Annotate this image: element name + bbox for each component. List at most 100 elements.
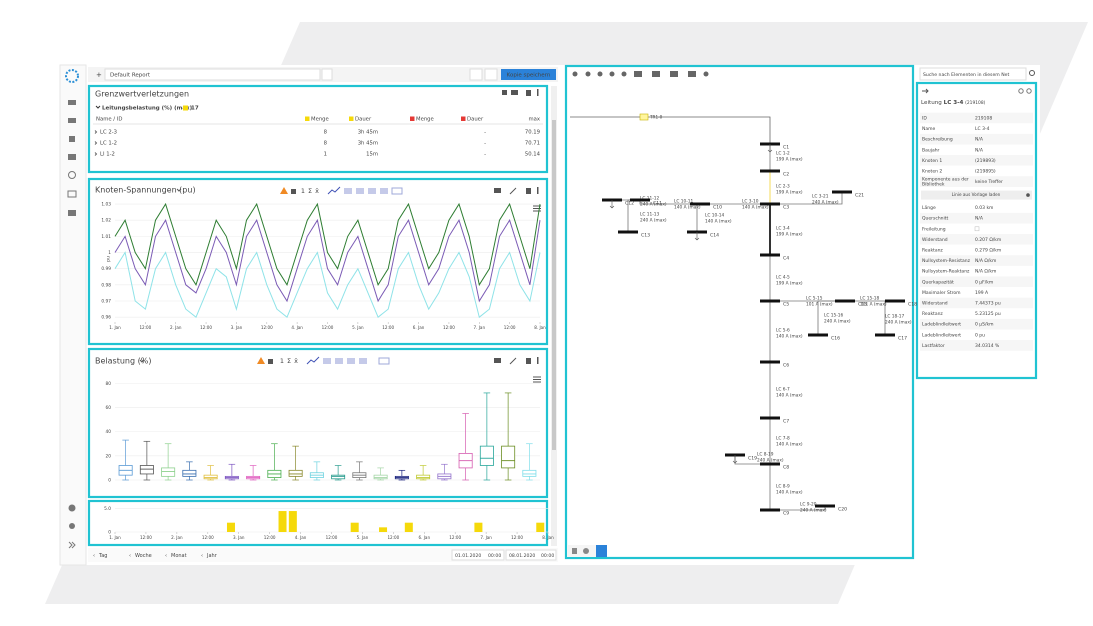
icon-warning[interactable] <box>257 357 265 364</box>
y-tick-label: 0 <box>108 530 111 536</box>
line-rating: 140 A (max) <box>776 490 803 496</box>
icon-table[interactable] <box>378 357 390 365</box>
icon-mountain[interactable] <box>335 358 343 364</box>
icon-monitor[interactable] <box>67 190 77 198</box>
tool[interactable] <box>688 71 696 77</box>
icon-cloud[interactable] <box>494 358 501 363</box>
chart-menu[interactable] <box>533 376 541 383</box>
icon-calc[interactable] <box>68 154 76 160</box>
icon-help[interactable] <box>68 504 76 512</box>
icon-network[interactable] <box>68 118 76 123</box>
network-toolbar[interactable] <box>572 71 709 77</box>
icon-table[interactable] <box>391 187 403 195</box>
icon-line[interactable] <box>306 356 320 365</box>
x-tick-label: 4. Jan <box>295 535 307 540</box>
line-rating: 140 A (max) <box>705 219 732 225</box>
icon-more[interactable] <box>537 89 539 96</box>
icon-expand[interactable] <box>509 187 517 195</box>
x-tick-label: 4. Jan <box>291 325 303 330</box>
icon-mountain[interactable] <box>356 188 364 194</box>
button-label: Linie aus Vorlage laden <box>952 192 1001 197</box>
title-caret <box>176 188 182 192</box>
date: 01.01.2020 <box>455 553 481 559</box>
line-rating: 199 A (max) <box>776 157 803 163</box>
node-label: C3 <box>783 205 789 211</box>
tab-map[interactable] <box>583 548 589 554</box>
icon-expand[interactable] <box>68 541 76 549</box>
row-bg <box>920 287 1033 298</box>
icon-warning[interactable] <box>280 187 288 194</box>
event-bar <box>379 527 388 532</box>
icon-folder[interactable] <box>68 100 76 105</box>
search-placeholder: Suche nach Elementen in diesem Net <box>923 72 1009 78</box>
tool[interactable] <box>652 71 660 77</box>
search-icon[interactable] <box>1029 70 1035 76</box>
icon-bars[interactable] <box>347 358 355 364</box>
icon-area[interactable] <box>323 358 331 364</box>
x-tick-label: 12:00 <box>504 325 516 330</box>
window <box>60 65 1040 565</box>
icon-tools[interactable] <box>69 136 75 142</box>
checkbox[interactable] <box>974 226 980 232</box>
template-button[interactable] <box>921 190 1032 200</box>
from-input[interactable] <box>451 549 505 561</box>
icon-trash[interactable] <box>526 358 531 364</box>
property-label: Reaktanz <box>922 248 943 254</box>
icon-bars[interactable] <box>368 188 376 194</box>
icon-step[interactable] <box>380 188 388 194</box>
tool[interactable] <box>609 71 615 77</box>
y-tick-label: 20 <box>106 453 112 459</box>
y-axis-label: pu <box>107 256 112 262</box>
node-label: C10 <box>713 205 722 211</box>
search-box[interactable] <box>919 67 1027 81</box>
icon-trash[interactable] <box>526 188 531 194</box>
save-button[interactable] <box>501 69 556 80</box>
scroll-thumb[interactable] <box>552 120 556 450</box>
tool[interactable] <box>703 71 709 77</box>
tool[interactable] <box>572 71 578 77</box>
tool[interactable] <box>670 71 678 77</box>
icon-more[interactable] <box>537 357 539 364</box>
icon-more[interactable] <box>537 187 539 194</box>
tool[interactable] <box>585 71 591 77</box>
icon-step[interactable] <box>359 358 367 364</box>
compare-button[interactable] <box>469 68 483 81</box>
icon-expand[interactable] <box>509 357 517 365</box>
tool[interactable] <box>597 71 603 77</box>
line-label: LC 3-21 <box>812 194 829 200</box>
icon-area[interactable] <box>344 188 352 194</box>
line-rating: 101 A (max) <box>806 302 833 308</box>
time: 00:00 <box>541 553 554 559</box>
tool[interactable] <box>634 71 642 77</box>
row-chevron <box>94 130 98 134</box>
icon-cloud[interactable] <box>494 188 501 193</box>
panel-icons[interactable] <box>257 89 541 383</box>
icon-clock[interactable] <box>68 171 76 179</box>
icon-line[interactable] <box>327 186 341 195</box>
icon-trash[interactable] <box>526 90 531 96</box>
sidebar-icons[interactable] <box>67 100 77 549</box>
row-bg <box>920 123 1033 134</box>
x-tick-label: 12:00 <box>202 535 214 540</box>
icon-lock[interactable] <box>291 189 296 194</box>
step-prev: ‹ <box>201 553 203 559</box>
to-input[interactable] <box>505 549 557 561</box>
icon-chart[interactable] <box>68 210 76 216</box>
tool[interactable] <box>621 71 627 77</box>
busbar <box>808 333 828 337</box>
refresh-button[interactable] <box>321 68 333 81</box>
date: 08.01.2020 <box>509 553 535 559</box>
line-label: LC 7-8 <box>776 436 790 442</box>
icon-user[interactable] <box>69 523 75 529</box>
row-chevron <box>94 141 98 145</box>
tab-table[interactable] <box>572 548 577 554</box>
report-select[interactable] <box>104 68 321 81</box>
doc-button[interactable] <box>484 68 498 81</box>
cell: 8 <box>324 130 328 136</box>
icon-cloud[interactable] <box>511 90 518 95</box>
cell: 1 <box>324 152 327 158</box>
icon-lock[interactable] <box>268 359 273 364</box>
tab-schema[interactable] <box>596 545 607 557</box>
icon-lock[interactable] <box>502 90 507 95</box>
add-button[interactable]: + <box>96 71 102 79</box>
